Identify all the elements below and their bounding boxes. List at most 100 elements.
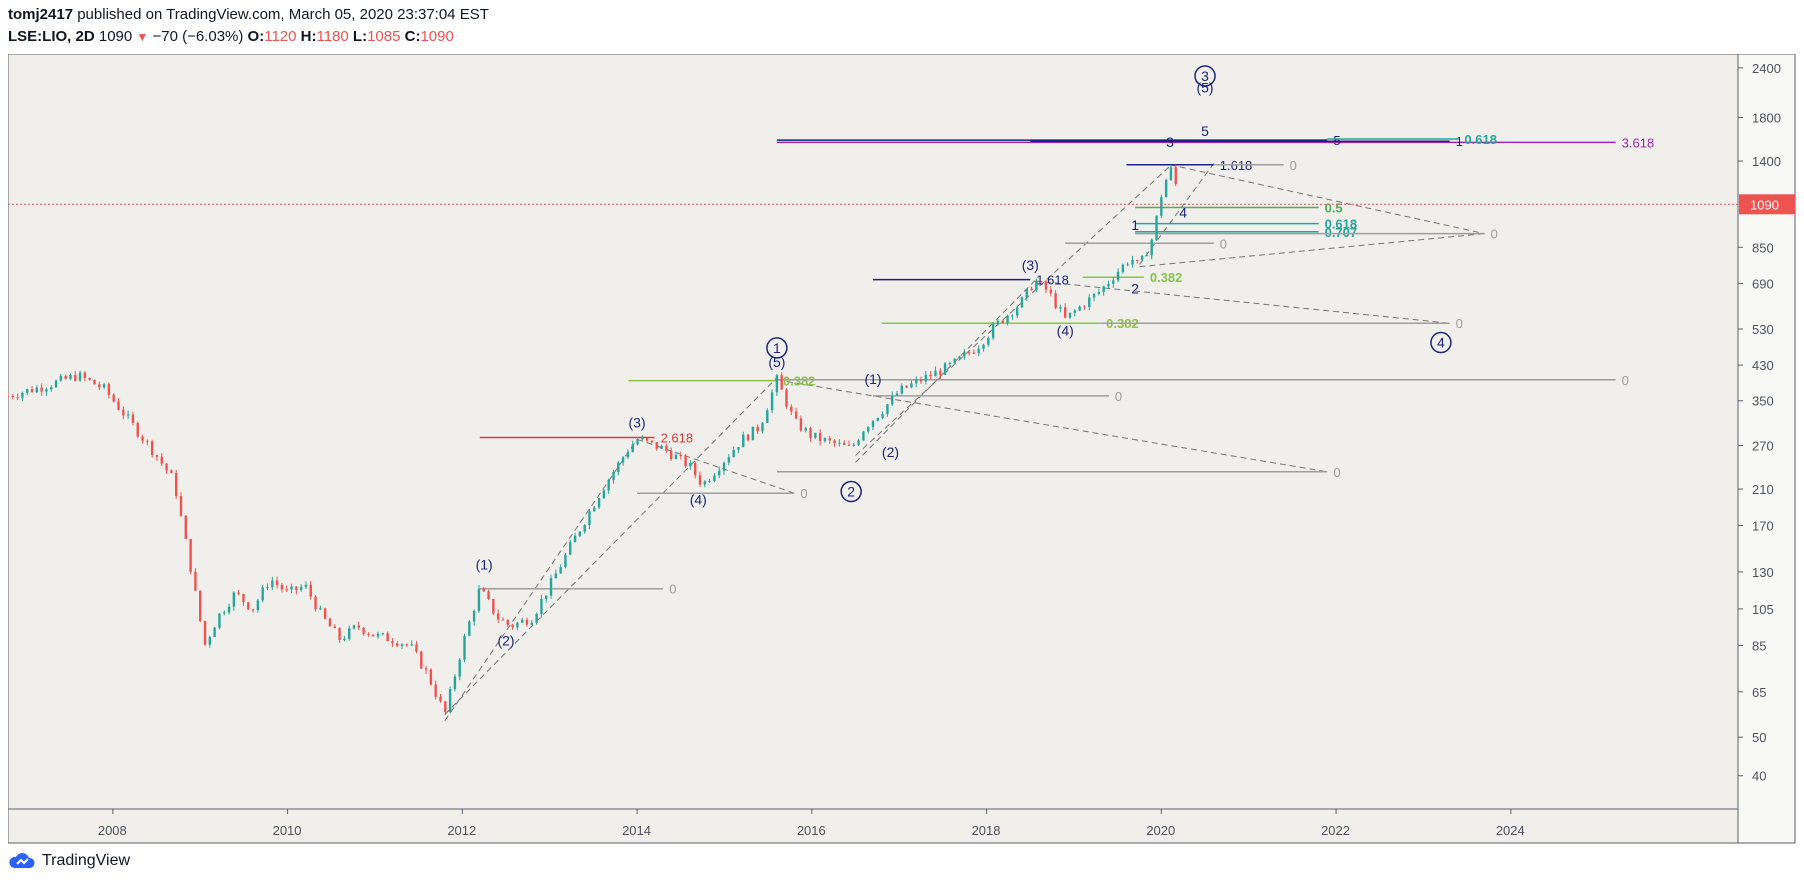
candle-body (323, 608, 327, 619)
candle-body (910, 383, 913, 388)
level-label: 0 (1622, 373, 1629, 388)
high-value: 1180 (316, 28, 349, 45)
wave-label: (5) (1196, 80, 1213, 96)
candle-body (50, 387, 53, 390)
candle-body (641, 438, 644, 440)
candle-body (1136, 259, 1139, 261)
candle-body (1083, 306, 1086, 308)
level-label: 0 (1290, 158, 1297, 173)
wave-circle-marker (1194, 65, 1216, 87)
candle-body (150, 441, 154, 456)
dashed-trend-line (776, 379, 1328, 473)
publish-info: tomj2417 published on TradingView.com, M… (8, 6, 489, 23)
candle-body (285, 589, 288, 591)
wave-label: 2 (1131, 281, 1139, 297)
wave-circle-marker (766, 337, 788, 359)
low-label: L: (352, 28, 368, 45)
candle-body (1039, 281, 1043, 283)
tradingview-logo-icon (9, 853, 35, 868)
candle-body (842, 442, 846, 445)
candle-body (977, 348, 980, 354)
candle-body (396, 643, 399, 647)
symbol-name[interactable]: LSE:LIO, 2D (8, 28, 95, 45)
candle-body (679, 455, 682, 457)
tradingview-footer: TradingView (8, 852, 130, 870)
candle-body (612, 472, 615, 480)
candle-body (299, 586, 303, 591)
candle-body (477, 588, 481, 611)
level-label: 0 (1220, 236, 1227, 251)
candle-body (804, 428, 807, 431)
candle-body (554, 573, 558, 579)
author-name[interactable]: tomj2417 (8, 6, 74, 23)
candle-body (693, 463, 697, 476)
level-label: 1.618 (1036, 273, 1069, 288)
candle-body (549, 578, 553, 596)
candle-body (347, 628, 351, 639)
candle-body (669, 450, 673, 460)
down-triangle-icon: ▼ (136, 30, 149, 44)
candle-body (943, 363, 947, 375)
candle-body (492, 599, 495, 614)
x-tick-label: 2020 (1146, 823, 1175, 838)
candle-body (708, 481, 711, 483)
candle-body (295, 586, 298, 591)
candle-body (237, 592, 240, 595)
x-tick-label: 2008 (98, 823, 127, 838)
price-change: −70 (−6.03%) (152, 28, 244, 45)
candle-body (280, 584, 284, 590)
y-tick-label: 40 (1752, 769, 1766, 784)
y-tick-label: 210 (1752, 482, 1774, 497)
candle-body (1102, 286, 1105, 293)
tradingview-brand[interactable]: TradingView (42, 852, 131, 869)
candle-body (862, 431, 865, 441)
candle-body (535, 613, 538, 623)
candle-body (636, 439, 639, 445)
candle-body (665, 445, 668, 451)
candle-body (410, 644, 413, 646)
candle-body (333, 626, 336, 629)
candle-body (1001, 320, 1004, 323)
candle-body (929, 374, 932, 377)
candle-body (242, 594, 245, 603)
candle-body (828, 438, 831, 441)
candle-body (496, 613, 500, 620)
candle-body (597, 498, 601, 508)
candle-body (357, 625, 361, 628)
y-tick-label: 270 (1752, 439, 1774, 454)
candle-body (343, 638, 346, 641)
candle-body (131, 414, 135, 423)
candle-body (746, 434, 750, 441)
candle-body (621, 457, 625, 463)
candle-body (98, 384, 101, 388)
open-value: 1120 (264, 28, 297, 45)
candle-body (1049, 289, 1053, 294)
candle-body (991, 324, 995, 338)
dashed-trend-line (1139, 233, 1485, 268)
candle-body (1068, 312, 1072, 318)
candle-body (1011, 315, 1014, 317)
y-tick-label: 85 (1752, 638, 1766, 653)
dashed-trend-line (444, 439, 638, 721)
candle-body (290, 586, 293, 590)
candle-body (1107, 283, 1110, 287)
dashed-trend-line (444, 377, 778, 715)
candle-body (727, 457, 731, 463)
candle-body (785, 389, 788, 407)
last-price-badge (1739, 194, 1795, 215)
candle-body (199, 590, 202, 621)
wave-circle-marker (840, 480, 862, 503)
candle-body (1160, 197, 1163, 216)
candle-body (1150, 239, 1153, 256)
candle-body (756, 426, 759, 432)
candle-body (963, 352, 966, 357)
candle-body (698, 475, 702, 485)
candle-body (1092, 293, 1096, 298)
low-value: 1085 (367, 28, 401, 45)
last-price-badge-label: 1090 (1750, 197, 1779, 212)
dashed-trend-line (1169, 164, 1485, 235)
price-chart[interactable]: 2400180014008506905304303502702101701301… (8, 54, 1796, 844)
candle-body (996, 320, 1000, 325)
last-price: 1090 (98, 28, 133, 45)
candle-body (463, 635, 466, 660)
